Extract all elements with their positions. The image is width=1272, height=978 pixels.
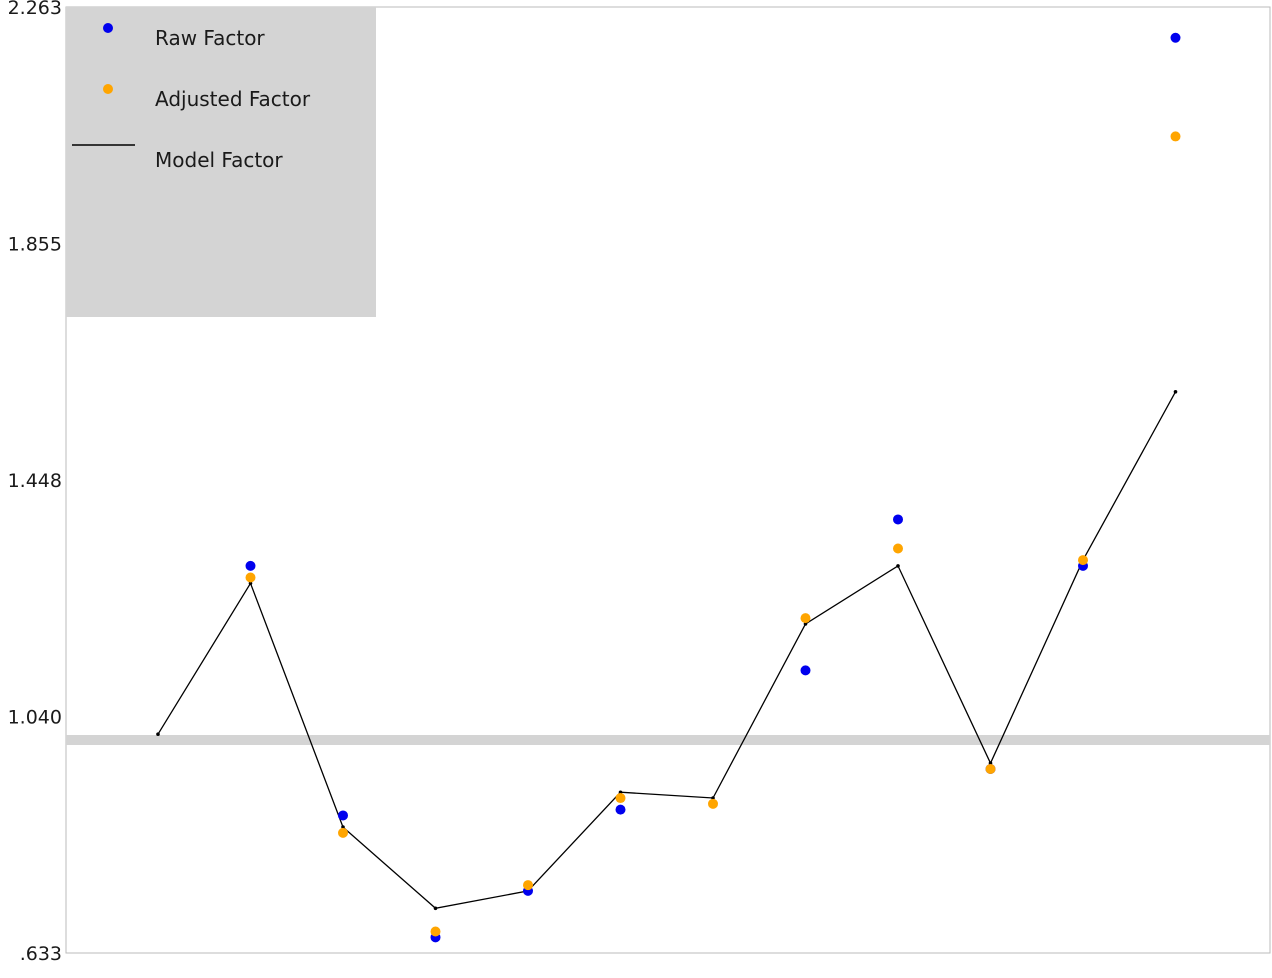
model-factor-vertex — [896, 564, 900, 568]
adjusted-factor-point — [338, 827, 348, 838]
legend: Raw Factor Adjusted Factor Model Factor — [66, 7, 376, 317]
series-line-model-factor — [157, 391, 1177, 909]
legend-marker-adjusted-factor — [103, 84, 113, 94]
legend-background — [66, 7, 376, 317]
adjusted-factor-point — [1170, 131, 1181, 142]
adjusted-factor-point — [1078, 555, 1088, 566]
raw-factor-point — [615, 804, 626, 815]
y-tick-label: 1.448 — [8, 470, 62, 492]
raw-factor-point — [800, 665, 811, 676]
raw-factor-point — [893, 514, 903, 525]
raw-factor-point — [1170, 32, 1181, 43]
legend-label-raw-factor: Raw Factor — [155, 26, 265, 50]
adjusted-factor-point — [985, 764, 996, 775]
y-tick-label: 1.040 — [8, 707, 62, 729]
raw-factor-point — [338, 810, 348, 821]
legend-label-adjusted-factor: Adjusted Factor — [155, 87, 311, 111]
model-factor-vertex — [433, 906, 438, 911]
raw-factor-point — [245, 560, 256, 571]
adjusted-factor-point — [523, 880, 533, 891]
legend-marker-raw-factor — [103, 23, 113, 33]
adjusted-factor-point — [893, 543, 903, 554]
adjusted-factor-point — [615, 793, 626, 804]
y-tick-label: .633 — [20, 943, 62, 965]
y-axis: 2.263 1.855 1.448 1.040 .633 — [8, 0, 62, 965]
model-factor-vertex — [1173, 389, 1178, 394]
adjusted-factor-point — [708, 798, 718, 809]
adjusted-factor-point — [245, 572, 256, 583]
legend-label-model-factor: Model Factor — [155, 148, 283, 172]
reference-band — [66, 735, 1270, 746]
y-tick-label: 1.855 — [8, 234, 62, 256]
model-factor-vertex — [156, 732, 160, 737]
y-tick-label: 2.263 — [8, 0, 62, 19]
adjusted-factor-point — [800, 613, 811, 624]
adjusted-factor-point — [430, 926, 441, 937]
